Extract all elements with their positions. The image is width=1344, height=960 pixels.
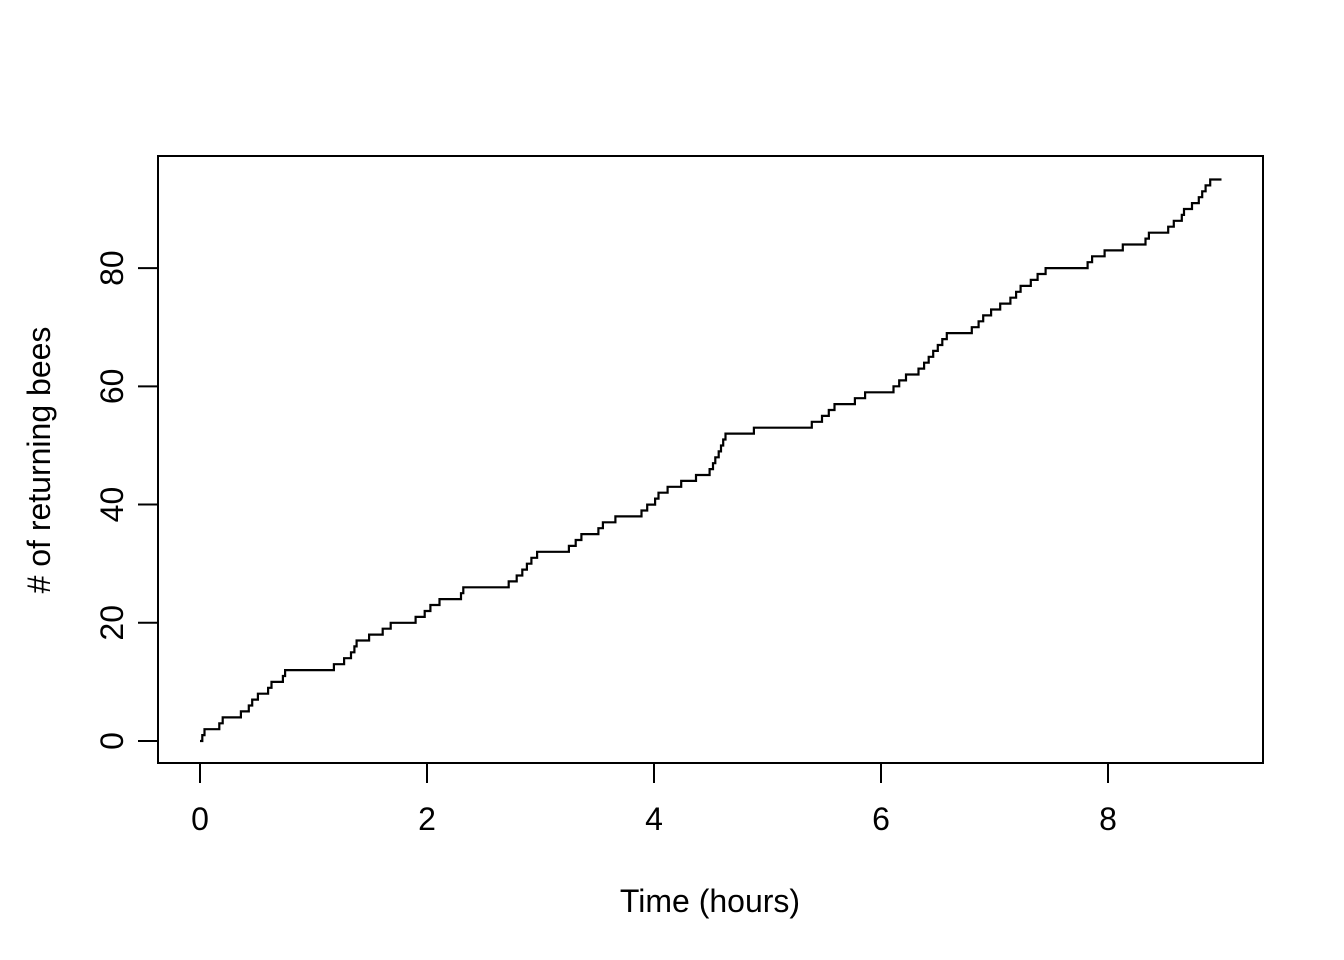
y-axis-tick-label: 60 — [94, 369, 130, 405]
y-axis-ticks — [138, 267, 158, 742]
x-axis-tick-label: 4 — [645, 801, 663, 837]
plot-border — [157, 155, 1264, 764]
y-axis-tick-label: 80 — [94, 250, 130, 286]
x-axis-ticks — [199, 763, 1109, 783]
y-axis-tick-label: 0 — [94, 732, 130, 750]
step-curve — [200, 178, 1222, 743]
y-axis-tick-label: 20 — [94, 605, 130, 641]
x-axis-tick-label: 6 — [872, 801, 890, 837]
x-axis-tick-label: 2 — [418, 801, 436, 837]
y-axis-tick-labels: 0 20 40 60 80 — [94, 250, 130, 750]
x-axis-tick-label: 8 — [1099, 801, 1117, 837]
y-axis-tick-label: 40 — [94, 487, 130, 523]
x-axis-label: Time (hours) — [620, 883, 800, 919]
y-axis-label: # of returning bees — [21, 327, 57, 594]
x-axis-tick-label: 0 — [191, 801, 209, 837]
x-axis-tick-labels: 0 2 4 6 8 — [191, 801, 1117, 837]
